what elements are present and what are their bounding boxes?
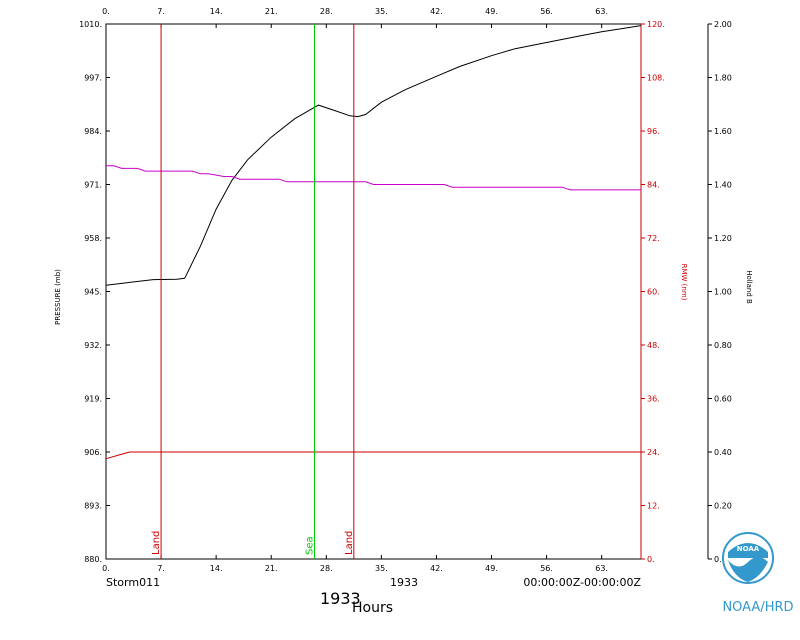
y-right1-tick-label: 60. <box>647 288 660 297</box>
y-right2-tick-label: 1.40 <box>714 181 732 190</box>
y-left-tick-label: 932. <box>84 341 102 350</box>
y-right1-tick-label: 72. <box>647 234 660 243</box>
y-right2-tick-label: 0.80 <box>714 341 732 350</box>
x-tick-label-bottom: 28. <box>320 564 333 573</box>
x-tick-label-bottom: 56. <box>540 564 553 573</box>
year-small-label: 1933 <box>390 576 418 589</box>
time-range-label: 00:00:00Z-00:00:00Z <box>523 576 641 589</box>
x-tick-label-top: 35. <box>375 7 388 16</box>
noaa-seal-text: NOAA <box>737 545 760 553</box>
marker-label: Land <box>344 531 355 555</box>
x-tick-label-bottom: 42. <box>430 564 443 573</box>
x-tick-label-top: 21. <box>265 7 278 16</box>
noaa-logo: NOAA <box>722 532 774 584</box>
y-right2-tick-label: 1.20 <box>714 234 732 243</box>
y-right1-tick-label: 36. <box>647 395 660 404</box>
marker-layer: Land Sea Land <box>151 24 355 559</box>
y-left-tick-label: 945. <box>84 288 102 297</box>
y-left-tick-label: 1010. <box>79 20 102 29</box>
y-left-tick-label: 906. <box>84 448 102 457</box>
x-tick-label-bottom: 0. <box>102 564 110 573</box>
y-right2-tick-label: 1.80 <box>714 74 732 83</box>
rmw-series-line <box>105 451 641 460</box>
x-tick-label-top: 49. <box>485 7 498 16</box>
year-large-label: 1933 <box>320 589 361 608</box>
y-right1-tick-label: 24. <box>647 448 660 457</box>
y-right1-tick-label: 84. <box>647 181 660 190</box>
holland_b-series-line <box>106 165 641 191</box>
x-tick-label-top: 56. <box>540 7 553 16</box>
x-tick-label-bottom: 7. <box>157 564 165 573</box>
x-tick-label-bottom: 21. <box>265 564 278 573</box>
x-axis-label: Hours <box>352 600 393 616</box>
y-right2-tick-label: 2.00 <box>714 20 732 29</box>
y-right2-tick-label: 0.20 <box>714 502 732 511</box>
plot-frame <box>105 23 642 560</box>
y-right1-tick-label: 120. <box>647 20 665 29</box>
x-tick-label-top: 0. <box>102 7 110 16</box>
y-right1-tick-label: 96. <box>647 127 660 136</box>
y-right2-tick-label: 0.40 <box>714 448 732 457</box>
marker-label: Sea <box>304 536 315 555</box>
x-tick-label-bottom: 49. <box>485 564 498 573</box>
pressure-series-line <box>105 25 642 286</box>
y-right2-axis-label: Holland B <box>745 270 753 304</box>
x-tick-label-top: 42. <box>430 7 443 16</box>
x-tick-label-bottom: 35. <box>375 564 388 573</box>
y-left-tick-label: 984. <box>84 127 102 136</box>
y-left-tick-label: 919. <box>84 395 102 404</box>
y-right1-tick-label: 0. <box>647 555 655 564</box>
x-tick-label-top: 28. <box>320 7 333 16</box>
marker-label: Land <box>151 531 162 555</box>
x-tick-label-top: 63. <box>595 7 608 16</box>
x-tick-label-top: 7. <box>157 7 165 16</box>
y-left-axis-label: PRESSURE (mb) <box>54 269 62 325</box>
y-left-tick-label: 997. <box>84 74 102 83</box>
y-right1-tick-label: 12. <box>647 502 660 511</box>
x-tick-label-top: 14. <box>210 7 223 16</box>
y-left-tick-label: 971. <box>84 181 102 190</box>
y-right2-tick-label: 1.00 <box>714 288 732 297</box>
y-right1-tick-label: 108. <box>647 74 665 83</box>
y-left-tick-label: 880. <box>84 555 102 564</box>
y-left-tick-label: 893. <box>84 502 102 511</box>
x-tick-label-bottom: 63. <box>595 564 608 573</box>
y-right2-tick-label: 0.60 <box>714 395 732 404</box>
y-right1-tick-label: 48. <box>647 341 660 350</box>
series-layer <box>105 25 642 460</box>
x-tick-label-bottom: 14. <box>210 564 223 573</box>
y-right2-tick-label: 1.60 <box>714 127 732 136</box>
y-right1-axis-label: RMW (nm) <box>680 264 688 301</box>
y-left-tick-label: 958. <box>84 234 102 243</box>
storm-label: Storm011 <box>106 576 160 589</box>
noaa-hrd-label: NOAA/HRD <box>722 600 793 615</box>
tick-layer: 0. 0. 7. 7. 14. 14. 21. 21. 28. 28. 35. 35. 42. 42. 49… <box>79 7 732 573</box>
